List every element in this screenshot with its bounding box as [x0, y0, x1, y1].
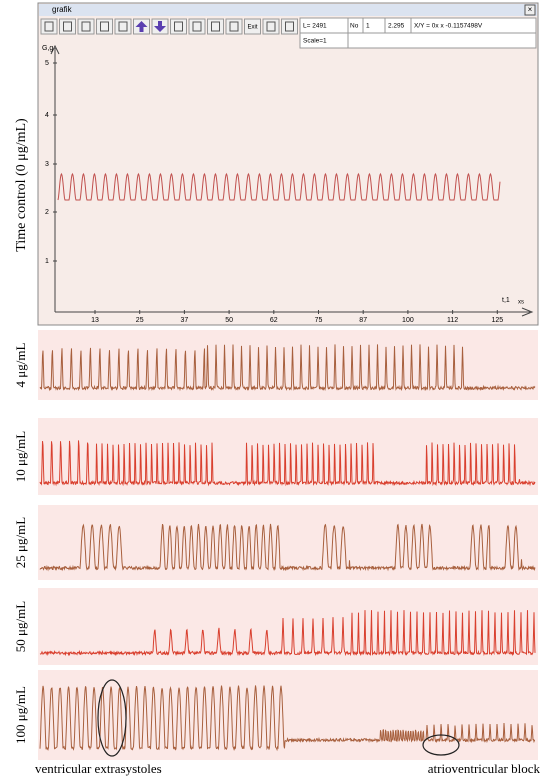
- arrow-icon: [154, 21, 166, 32]
- x-tick-label: 13: [91, 317, 99, 324]
- close-button[interactable]: [524, 4, 536, 16]
- icon: [44, 21, 54, 32]
- window-title: grafik: [52, 5, 73, 14]
- close-icon: ×: [528, 5, 533, 14]
- exit-label: Exit: [247, 25, 257, 31]
- x-tick-label: 112: [447, 317, 458, 324]
- y-axis-label: G,g: [42, 45, 53, 52]
- toolbar-button[interactable]: [207, 18, 224, 35]
- x-axis-unit: xs: [518, 300, 524, 306]
- toolbar-button[interactable]: [77, 18, 95, 35]
- traces: 5 4 3 2 1 13 25 37 50 62 75 87 100 112 125 4 μg/mL 10 μg…: [13, 60, 538, 760]
- title-bar: [39, 4, 537, 16]
- icon: [266, 21, 276, 32]
- icon: [174, 21, 183, 32]
- status-reading: 2.295: [388, 23, 405, 30]
- status-scale: Scale=1: [303, 38, 327, 45]
- panel-label: 100 μg/mL: [13, 686, 28, 744]
- x-axis-label: t,1: [502, 297, 510, 304]
- x-tick-label: 87: [359, 317, 367, 324]
- icon: [285, 21, 294, 32]
- icon: [100, 21, 109, 32]
- trace: [57, 172, 501, 201]
- panel-label: 4 μg/mL: [13, 343, 28, 388]
- status-no-label: No: [350, 23, 359, 30]
- toolbar-button[interactable]: [96, 18, 113, 35]
- toolbar-button[interactable]: [244, 18, 261, 35]
- y-tick-label: 1: [45, 258, 49, 265]
- toolbar-button[interactable]: [262, 18, 280, 35]
- toolbar-button[interactable]: [40, 18, 58, 35]
- toolbar-button[interactable]: [170, 18, 187, 35]
- x-tick-label: 25: [136, 317, 144, 324]
- y-tick-label: 3: [45, 161, 49, 168]
- toolbar-button[interactable]: [225, 18, 243, 35]
- x-tick-label: 50: [225, 317, 233, 324]
- status-formula: X/Y = 0x x -0.1157498V: [414, 23, 483, 30]
- icon: [81, 21, 91, 32]
- x-tick-label: 62: [270, 317, 278, 324]
- status-no-value: 1: [366, 23, 370, 30]
- toolbar-button[interactable]: [281, 18, 298, 35]
- x-tick-label: 125: [491, 317, 503, 324]
- toolbar-button[interactable]: [59, 18, 76, 35]
- annotation-right: atrioventricular block: [428, 761, 541, 776]
- panel-label: 10 μg/mL: [13, 431, 28, 482]
- toolbar: Exit: [40, 18, 298, 35]
- trace: [39, 610, 536, 657]
- panel-label: Time control (0 μg/mL): [14, 118, 29, 252]
- y-tick-label: 4: [45, 112, 49, 119]
- toolbar-button[interactable]: [188, 18, 206, 35]
- axis-arrows: [50, 44, 534, 317]
- toolbar-button[interactable]: [114, 18, 132, 35]
- icon: [229, 21, 239, 32]
- trace: [39, 685, 535, 752]
- icon: [211, 21, 220, 32]
- status-length: L= 2491: [303, 23, 327, 30]
- icon: [63, 21, 72, 32]
- x-tick-label: 100: [402, 317, 414, 324]
- trace: [39, 523, 536, 572]
- icon: [118, 21, 128, 32]
- trace: [39, 440, 536, 487]
- trace: [39, 344, 536, 392]
- panel-label: 50 μg/mL: [13, 601, 28, 652]
- panel-label: 25 μg/mL: [13, 517, 28, 568]
- highlight-ellipse: [422, 734, 460, 756]
- annotation-left: ventricular extrasystoles: [35, 761, 162, 776]
- y-tick-label: 5: [45, 60, 49, 67]
- window: [37, 2, 539, 326]
- x-tick-label: 75: [315, 317, 323, 324]
- x-tick-label: 37: [181, 317, 189, 324]
- highlight-ellipse: [97, 679, 127, 757]
- y-tick-label: 2: [45, 209, 49, 216]
- arrow-icon: [135, 21, 148, 32]
- icon: [192, 21, 202, 32]
